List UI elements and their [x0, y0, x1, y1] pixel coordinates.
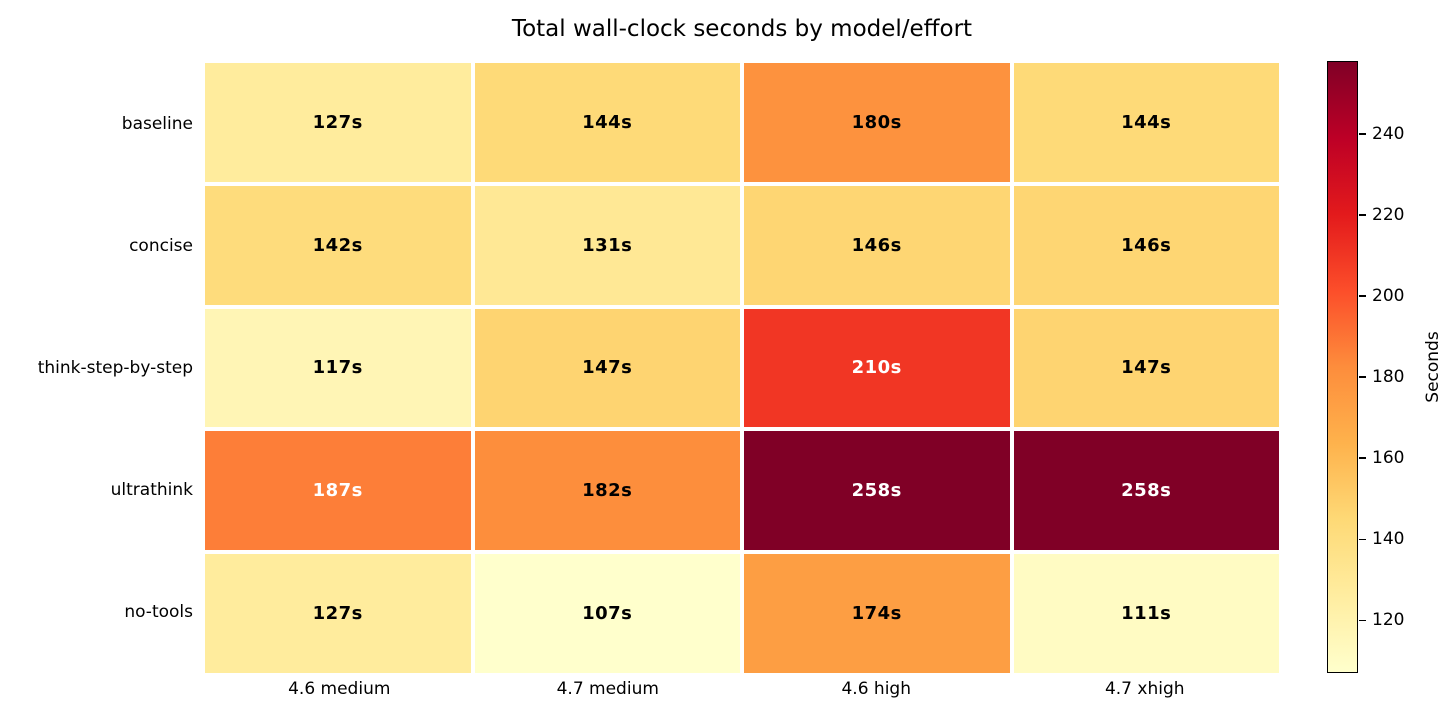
colorbar-tick-label: 140: [1372, 529, 1405, 550]
colorbar-tick-label: 220: [1372, 205, 1405, 225]
heatmap-cell: 131s: [474, 185, 740, 305]
colorbar-tick-label: 200: [1372, 286, 1405, 307]
heatmap-cell: 258s: [1013, 431, 1279, 551]
colorbar-tick-mark: [1359, 376, 1366, 378]
heatmap-cell: 147s: [1013, 308, 1279, 428]
heatmap-cell: 258s: [744, 431, 1010, 551]
colorbar-tick-label: 160: [1372, 448, 1405, 469]
x-tick-label: 4.6 medium: [288, 679, 391, 699]
x-tick-label: 4.7 xhigh: [1104, 679, 1185, 699]
heatmap-cell: 146s: [1013, 185, 1279, 305]
x-tick-label: 4.7 medium: [556, 679, 659, 699]
colorbar-tick-label: 240: [1372, 123, 1405, 144]
colorbar-tick-mark: [1359, 214, 1366, 216]
heatmap-cell: 127s: [205, 63, 471, 182]
y-tick-label: ultrathink: [110, 480, 193, 500]
heatmap-cell: 111s: [1013, 554, 1279, 673]
colorbar: [1327, 61, 1358, 673]
heatmap-cell: 147s: [474, 308, 740, 428]
heatmap-cell: 117s: [205, 308, 471, 428]
colorbar-tick-mark: [1359, 295, 1366, 297]
colorbar-tick-mark: [1359, 619, 1366, 622]
x-tick-label: 4.6 high: [841, 679, 911, 699]
heatmap-cell: 144s: [1013, 63, 1279, 182]
heatmap-cell: 107s: [474, 554, 740, 673]
y-tick-label: baseline: [121, 114, 193, 134]
y-tick-label: no-tools: [124, 602, 193, 622]
colorbar-tick-label: 120: [1372, 610, 1405, 631]
colorbar-tick-mark: [1359, 133, 1366, 135]
colorbar-tick-mark: [1359, 538, 1366, 540]
heatmap-cell: 142s: [205, 185, 471, 305]
heatmap-cell: 127s: [205, 554, 471, 673]
heatmap-cell: 210s: [744, 308, 1010, 428]
colorbar-tick-label: 180: [1372, 367, 1405, 388]
heatmap-cell: 144s: [474, 63, 740, 182]
colorbar-axis-label: Seconds: [1423, 331, 1443, 403]
heatmap-cell: 187s: [205, 431, 471, 551]
y-tick-label: think-step-by-step: [37, 358, 193, 378]
heatmap-cell: 146s: [744, 185, 1010, 305]
heatmap-cell: 174s: [744, 554, 1010, 673]
chart-title: Total wall-clock seconds by model/effort: [511, 16, 973, 42]
heatmap-cell: 182s: [474, 431, 740, 551]
colorbar-tick-mark: [1359, 457, 1366, 459]
y-tick-label: concise: [129, 236, 193, 256]
heatmap-cell: 180s: [744, 63, 1010, 182]
heatmap-grid: 127s 144s 180s 144s 142s 131s 146s 146s 117s 147s…: [205, 63, 1279, 673]
